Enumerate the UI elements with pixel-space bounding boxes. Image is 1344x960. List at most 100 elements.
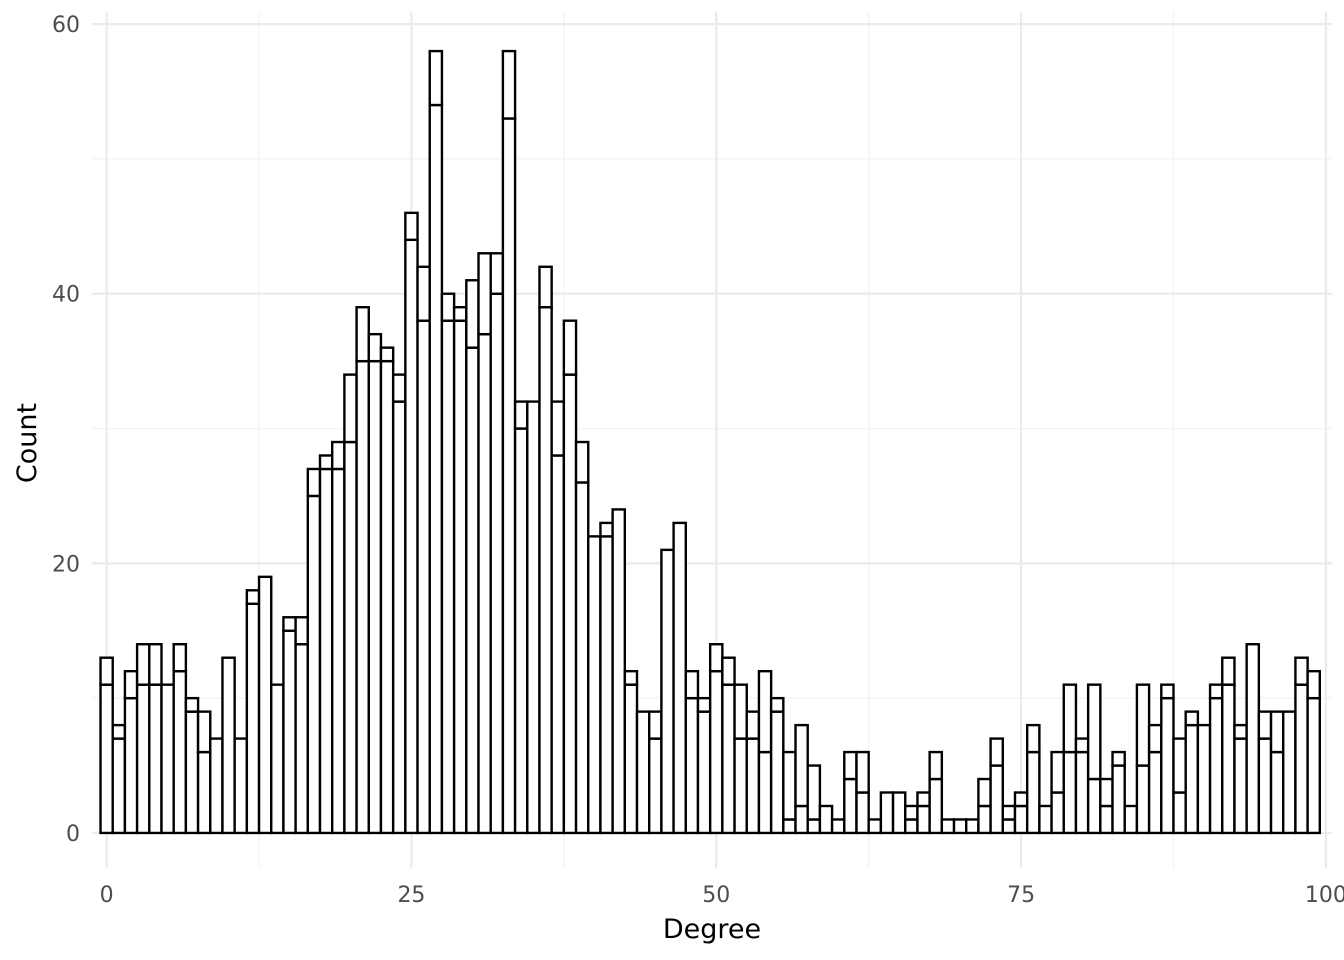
histogram-bar-upper: [757, 669, 773, 754]
histogram-bar-upper: [379, 346, 395, 363]
histogram-bar-lower: [818, 804, 834, 835]
histogram-bar-lower: [599, 535, 614, 835]
histogram-bar-lower: [209, 737, 224, 835]
histogram-bar-lower: [1196, 723, 1212, 835]
histogram-bar-lower: [696, 710, 712, 835]
histogram-bar-lower: [1172, 791, 1187, 835]
histogram-bar-lower: [550, 454, 566, 835]
histogram-bar-lower: [1062, 750, 1078, 835]
histogram-bar-upper: [1269, 710, 1285, 754]
histogram-bar-lower: [501, 117, 517, 835]
histogram-bar-lower: [1099, 804, 1114, 835]
histogram-bar-upper: [135, 643, 151, 686]
histogram-bar-lower: [733, 737, 748, 835]
histogram-bar-lower: [513, 427, 529, 835]
histogram-bar-upper: [806, 764, 822, 821]
histogram-bar-upper: [501, 49, 517, 120]
histogram-bar-lower: [245, 602, 261, 835]
histogram-bar-lower: [1245, 643, 1261, 835]
histogram-bar-lower: [965, 818, 980, 835]
histogram-bar-upper: [452, 306, 468, 322]
histogram-bar-lower: [928, 777, 944, 835]
histogram-bar-lower: [1013, 804, 1029, 835]
histogram-bar-lower: [782, 818, 797, 835]
histogram-bar-upper: [1306, 669, 1322, 700]
histogram-bar-upper: [513, 400, 529, 430]
histogram-bar-lower: [952, 818, 968, 835]
histogram-bar-upper: [440, 292, 456, 322]
histogram-bar-lower: [538, 306, 553, 835]
x-axis-ticks: 0 25 50 75 100: [100, 883, 1344, 908]
histogram-bar-lower: [708, 669, 724, 835]
histogram-bar-lower: [306, 494, 322, 835]
histogram-bar-lower: [1221, 683, 1236, 835]
histogram-bar-upper: [282, 616, 297, 632]
histogram-bar-upper: [1208, 683, 1224, 700]
histogram-bar-lower: [355, 359, 370, 835]
histogram-bar-upper: [1184, 710, 1200, 727]
histogram-bar-lower: [660, 548, 675, 835]
histogram-bar-lower: [465, 346, 480, 835]
histogram-bar-upper: [391, 373, 407, 403]
histogram-bar-lower: [428, 103, 444, 835]
histogram-bar-upper: [623, 669, 639, 686]
histogram-bar-lower: [830, 818, 846, 835]
histogram-bar-upper: [1086, 683, 1102, 781]
x-tick-label: 25: [397, 883, 425, 908]
histogram-bar-upper: [721, 656, 736, 686]
histogram-bar-upper: [562, 319, 578, 376]
histogram-bar-lower: [745, 737, 761, 835]
histogram-bar-upper: [1147, 723, 1163, 754]
histogram-bar-upper: [1257, 710, 1273, 740]
histogram-bar-lower: [891, 791, 907, 835]
histogram-bar-upper: [465, 279, 480, 349]
histogram-bar-lower: [440, 319, 456, 835]
histogram-bar-lower: [477, 332, 492, 835]
histogram-bar-upper: [696, 696, 712, 713]
histogram-bar-upper: [1221, 656, 1236, 686]
histogram-bar-upper: [172, 643, 188, 673]
histogram-bar-lower: [526, 400, 541, 835]
histogram-bar-lower: [257, 575, 273, 835]
histogram-bar-lower: [916, 804, 931, 835]
histogram-bar-upper: [1074, 737, 1090, 754]
histogram-bar-lower: [391, 400, 407, 835]
histogram-bar-upper: [904, 804, 919, 821]
histogram-bar-lower: [379, 359, 395, 835]
histogram-bar-lower: [1074, 750, 1090, 835]
histogram-bar-upper: [294, 616, 310, 646]
histogram-bar-upper: [306, 467, 322, 498]
histogram-bar-upper: [404, 211, 419, 242]
histogram-bar-upper: [148, 643, 163, 686]
histogram-bar-lower: [977, 804, 992, 835]
histogram-bar-lower: [196, 750, 212, 835]
x-tick-label: 0: [100, 883, 114, 908]
histogram-bar-lower: [843, 777, 858, 835]
histogram-bar-lower: [940, 818, 956, 835]
histogram-bar-lower: [879, 791, 895, 835]
histogram-bar-upper: [245, 589, 261, 605]
bars: [99, 49, 1322, 835]
histogram-bar-lower: [806, 818, 822, 835]
histogram-bar-lower: [1294, 683, 1309, 835]
histogram-bar-upper: [550, 400, 566, 457]
x-tick-label: 50: [702, 883, 730, 908]
histogram-bar-lower: [489, 292, 505, 835]
histogram-bar-upper: [538, 265, 553, 309]
histogram-bar-lower: [769, 710, 785, 835]
histogram-bar-lower: [648, 737, 663, 835]
histogram-bar-upper: [1233, 723, 1248, 740]
histogram-bar-upper: [794, 723, 809, 808]
histogram-bar-lower: [1306, 696, 1322, 835]
histogram-bar-lower: [452, 319, 468, 835]
y-tick-label: 20: [52, 552, 80, 577]
histogram-bar-lower: [148, 683, 163, 835]
histogram-bar-lower: [623, 683, 639, 835]
histogram-bar-lower: [294, 643, 310, 835]
histogram-bar-upper: [489, 252, 505, 295]
histogram-bar-upper: [428, 49, 444, 107]
histogram-bar-upper: [843, 750, 858, 781]
histogram-bar-lower: [99, 683, 114, 835]
histogram-bar-upper: [1099, 777, 1114, 808]
